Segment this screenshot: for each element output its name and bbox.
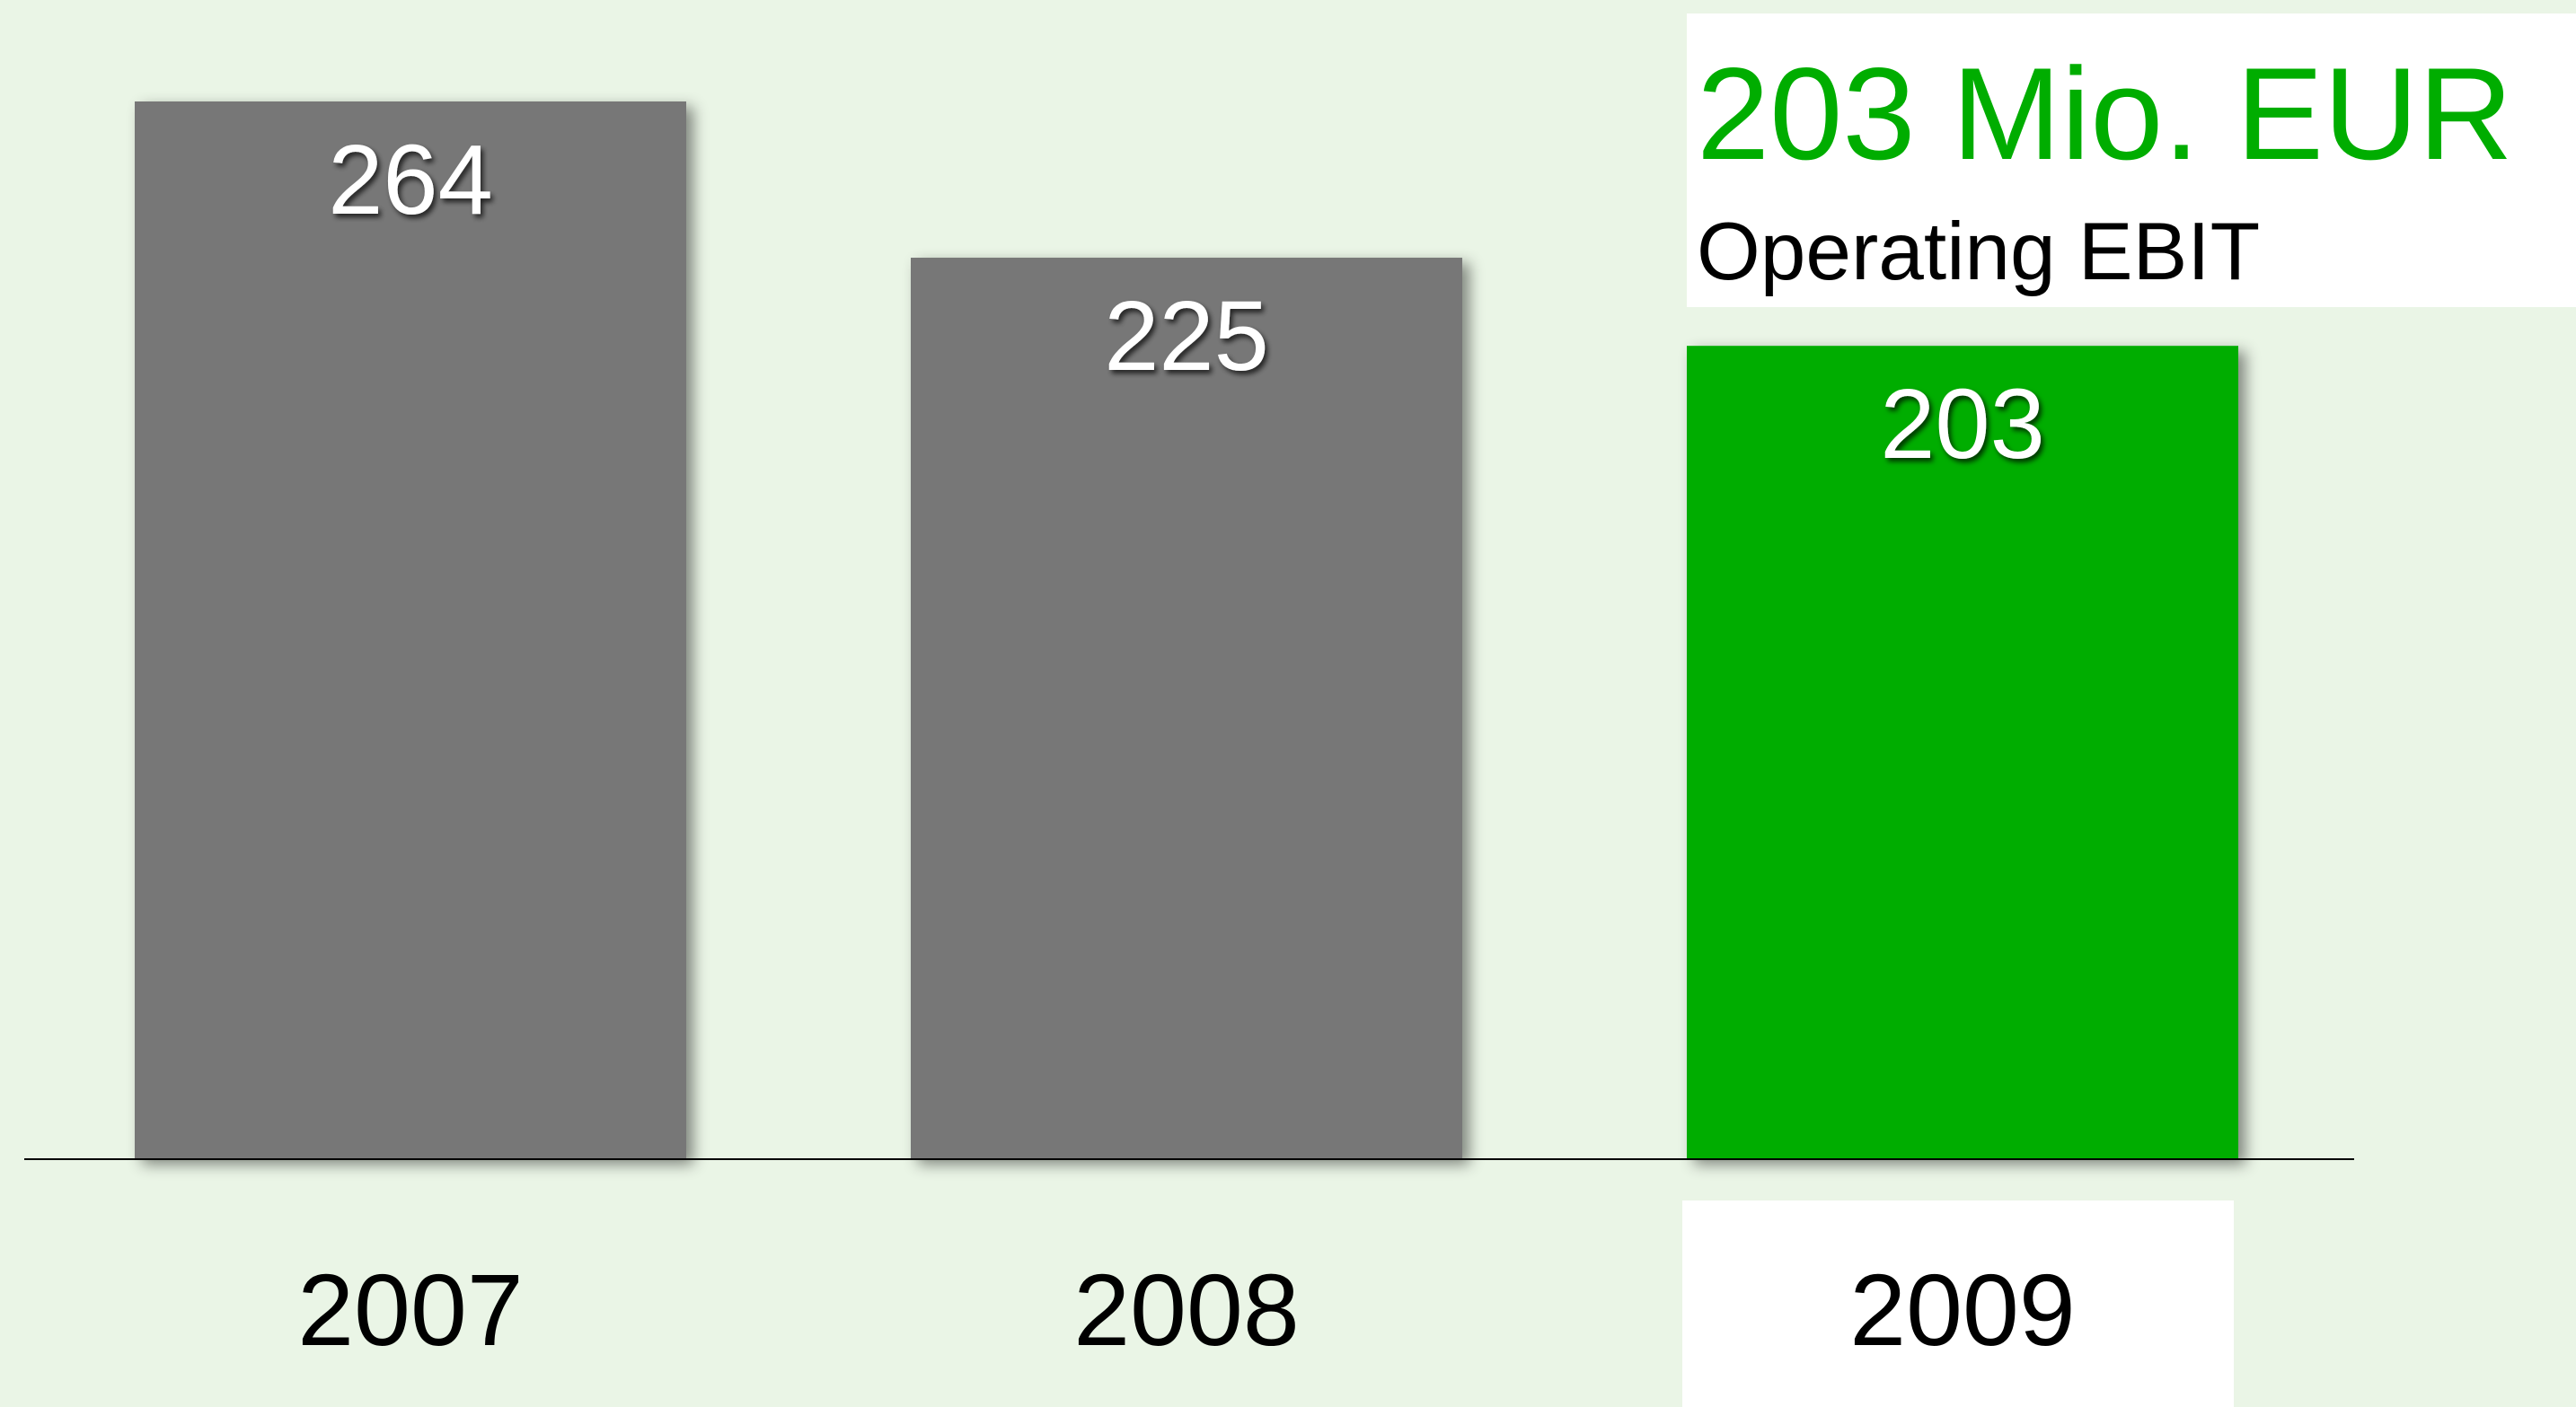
value-label: 225 (1104, 281, 1269, 391)
x-tick-label: 2007 (297, 1253, 523, 1367)
bar (1687, 346, 2238, 1159)
highlight-box (1682, 1200, 2234, 1407)
x-tick-label: 2009 (1849, 1253, 2075, 1367)
chart-title: 203 Mio. EUR (1697, 40, 2513, 187)
bar (911, 258, 1462, 1160)
value-label: 203 (1880, 369, 2045, 479)
chart-subtitle: Operating EBIT (1697, 207, 2260, 297)
bar (135, 101, 686, 1159)
title-box (1687, 13, 2576, 307)
x-tick-label: 2008 (1073, 1253, 1299, 1367)
value-label: 264 (328, 125, 493, 235)
